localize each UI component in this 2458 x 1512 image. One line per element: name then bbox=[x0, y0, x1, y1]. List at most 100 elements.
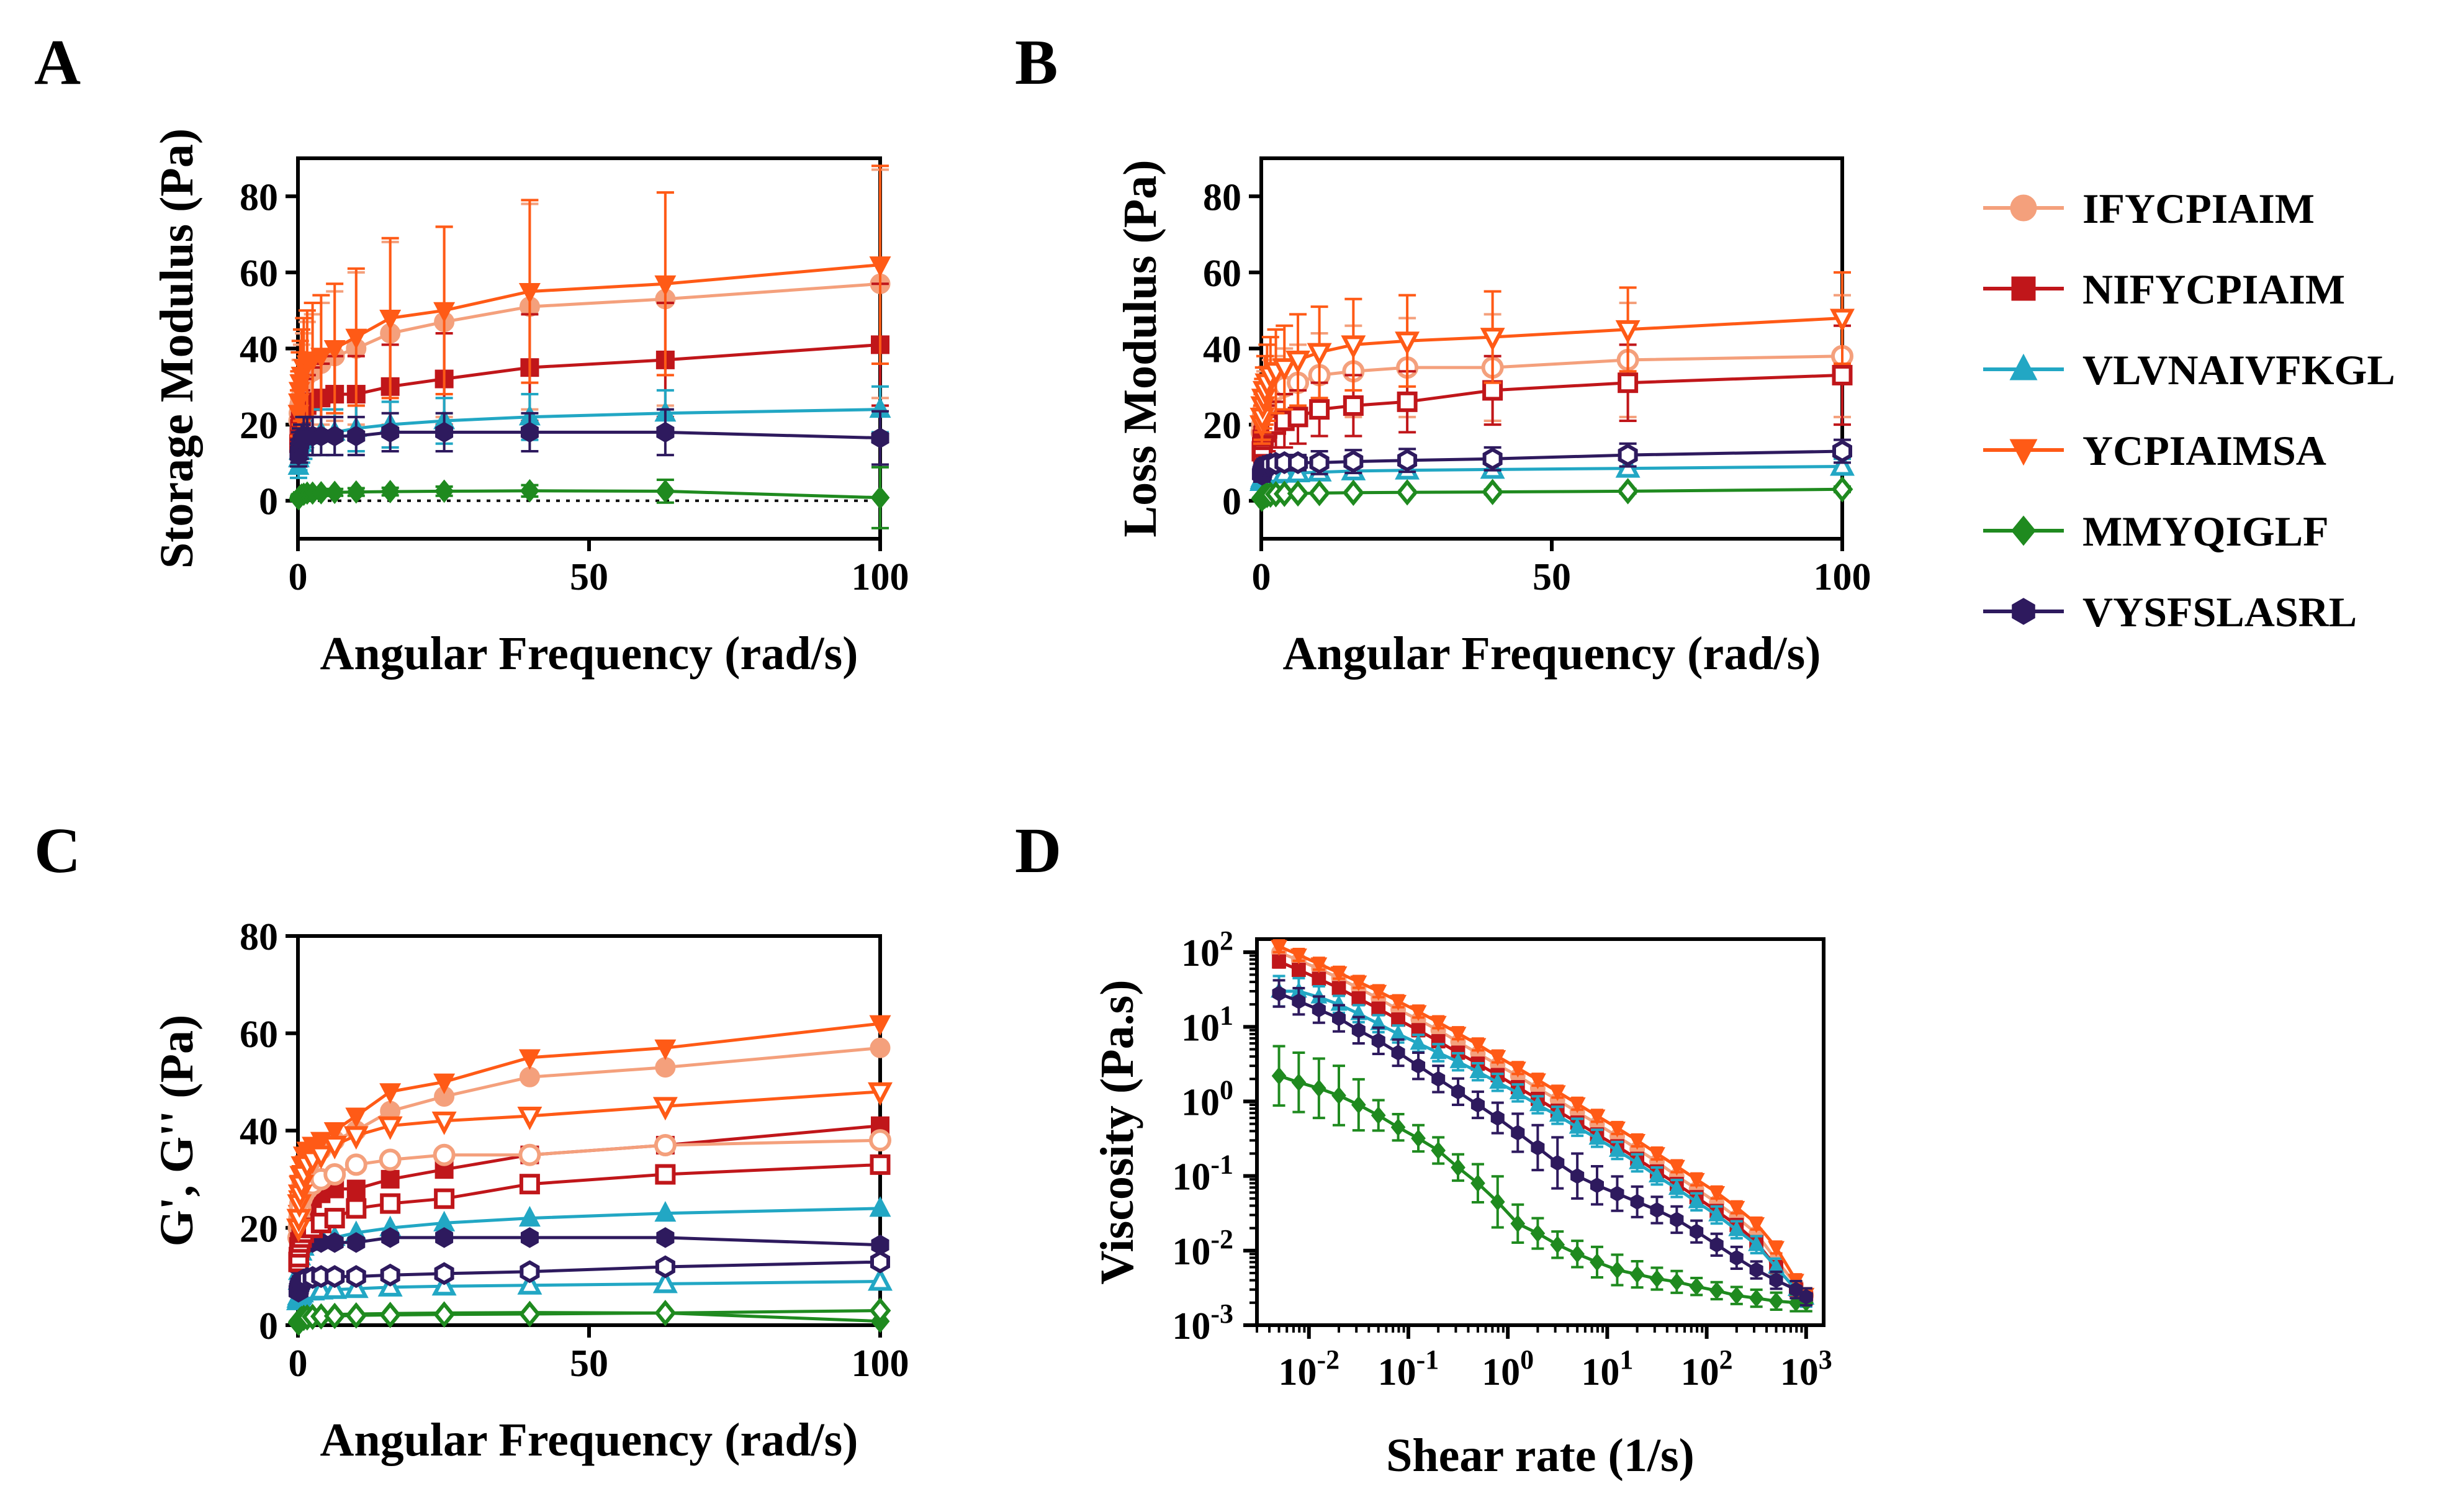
panel-letter-a: A bbox=[34, 27, 81, 98]
data-point bbox=[655, 1164, 676, 1185]
data-point bbox=[344, 1153, 367, 1176]
data-point bbox=[434, 479, 454, 503]
data-point bbox=[1648, 1166, 1665, 1182]
data-point bbox=[1608, 1141, 1626, 1157]
x-tick-label: 50 bbox=[570, 556, 608, 598]
data-point bbox=[1449, 1027, 1467, 1043]
panel-letter-b: B bbox=[1015, 27, 1058, 98]
data-point bbox=[1291, 963, 1306, 977]
data-point bbox=[1396, 479, 1418, 506]
y-tick-label: 60 bbox=[240, 253, 278, 295]
data-point bbox=[1312, 971, 1326, 986]
series-ycpiaimsa-open bbox=[286, 1082, 893, 1243]
data-point bbox=[1482, 380, 1503, 401]
data-point bbox=[870, 485, 890, 510]
data-point bbox=[1830, 308, 1855, 333]
data-point bbox=[1410, 1005, 1427, 1022]
x-tick-label: 0 bbox=[289, 1343, 308, 1385]
data-point bbox=[379, 1148, 402, 1171]
data-point bbox=[433, 1143, 456, 1166]
data-point bbox=[1690, 1223, 1704, 1240]
data-point bbox=[345, 1302, 367, 1329]
data-point bbox=[1588, 1109, 1606, 1126]
series-vysfslasrl-filled bbox=[289, 408, 889, 468]
data-point bbox=[1371, 1106, 1386, 1125]
data-point bbox=[434, 1262, 454, 1285]
data-point bbox=[1748, 1217, 1765, 1233]
series-line bbox=[1278, 992, 1807, 1298]
legend-item-vysfslasrl: VYSFSLASRL bbox=[1983, 588, 2357, 636]
plot-frame bbox=[296, 156, 882, 541]
data-point bbox=[519, 1300, 541, 1328]
data-point bbox=[1588, 1128, 1606, 1145]
data-point bbox=[518, 283, 541, 304]
data-point bbox=[1470, 1174, 1485, 1192]
y-tick-label: 0 bbox=[1222, 481, 1241, 523]
data-point bbox=[1489, 1073, 1506, 1089]
data-point bbox=[433, 1301, 456, 1328]
series-ifycpiaim-filled bbox=[288, 1037, 891, 1233]
series-line bbox=[1278, 945, 1807, 1295]
data-point bbox=[1748, 1235, 1765, 1251]
legend-marker bbox=[2012, 598, 2035, 625]
legend-label: YCPIAIMSA bbox=[2082, 427, 2326, 474]
y-tick-label: 40 bbox=[240, 329, 278, 371]
data-point bbox=[871, 427, 889, 449]
data-point bbox=[380, 1169, 400, 1189]
legend-item-vlvnaivfkgl: VLVNAIVFKGL bbox=[1983, 346, 2395, 394]
legend-label: VLVNAIVFKGL bbox=[2082, 346, 2395, 394]
x-tick-label: 50 bbox=[570, 1343, 608, 1385]
x-tick-label: 50 bbox=[1533, 556, 1571, 598]
data-point bbox=[1351, 1022, 1366, 1038]
data-point bbox=[1449, 1052, 1467, 1068]
data-point bbox=[654, 1201, 677, 1222]
data-point bbox=[1395, 331, 1420, 356]
data-point bbox=[1615, 320, 1641, 344]
data-point bbox=[1749, 1289, 1764, 1308]
data-point bbox=[1648, 1147, 1665, 1163]
data-point bbox=[325, 480, 344, 505]
legend-marker bbox=[2011, 276, 2036, 301]
data-point bbox=[1331, 981, 1346, 996]
series-mmyqiglf bbox=[1271, 1045, 1814, 1313]
data-point bbox=[323, 1302, 346, 1330]
x-tick-label: 101 bbox=[1581, 1344, 1633, 1393]
panel-letter-c: C bbox=[34, 815, 81, 886]
data-point bbox=[1410, 1033, 1427, 1050]
data-point bbox=[322, 1136, 348, 1159]
data-point bbox=[869, 1129, 891, 1152]
data-point bbox=[1670, 1212, 1684, 1228]
legend-label: VYSFSLASRL bbox=[2082, 588, 2357, 636]
data-point bbox=[654, 1134, 677, 1157]
data-point bbox=[1590, 1253, 1605, 1271]
series-mmyqiglf-open bbox=[287, 1297, 891, 1336]
data-point bbox=[1608, 1122, 1626, 1138]
data-point bbox=[347, 425, 366, 447]
series-line bbox=[1278, 960, 1807, 1300]
data-point bbox=[1342, 479, 1364, 506]
data-point bbox=[1482, 479, 1503, 505]
series-vysfslasrl bbox=[1272, 979, 1813, 1307]
data-point bbox=[431, 1111, 457, 1135]
y-axis-title: Loss Modulus (Pa) bbox=[1114, 160, 1166, 537]
data-point bbox=[1285, 350, 1311, 374]
data-point bbox=[433, 302, 456, 323]
data-point bbox=[1630, 1194, 1644, 1210]
data-point bbox=[1549, 1105, 1566, 1122]
data-point bbox=[654, 1039, 677, 1060]
data-point bbox=[324, 1208, 345, 1229]
data-point bbox=[656, 421, 675, 443]
data-point bbox=[1529, 1095, 1546, 1112]
y-tick-label: 102 bbox=[1181, 925, 1233, 974]
data-point bbox=[654, 1300, 677, 1326]
data-point bbox=[1312, 1001, 1326, 1018]
data-point bbox=[1530, 1224, 1546, 1243]
data-point bbox=[380, 1263, 400, 1287]
legend: IFYCPIAIM NIFYCPIAIM VLVNAIVFKGL YCPIAIMSA M… bbox=[1983, 185, 2395, 636]
panel-letter-d: D bbox=[1015, 815, 1061, 886]
data-point bbox=[1769, 1272, 1783, 1289]
data-point bbox=[1390, 1118, 1406, 1136]
data-point bbox=[381, 1227, 400, 1248]
series-nifycpiaim-open bbox=[288, 1154, 891, 1272]
data-point bbox=[1370, 984, 1387, 1001]
